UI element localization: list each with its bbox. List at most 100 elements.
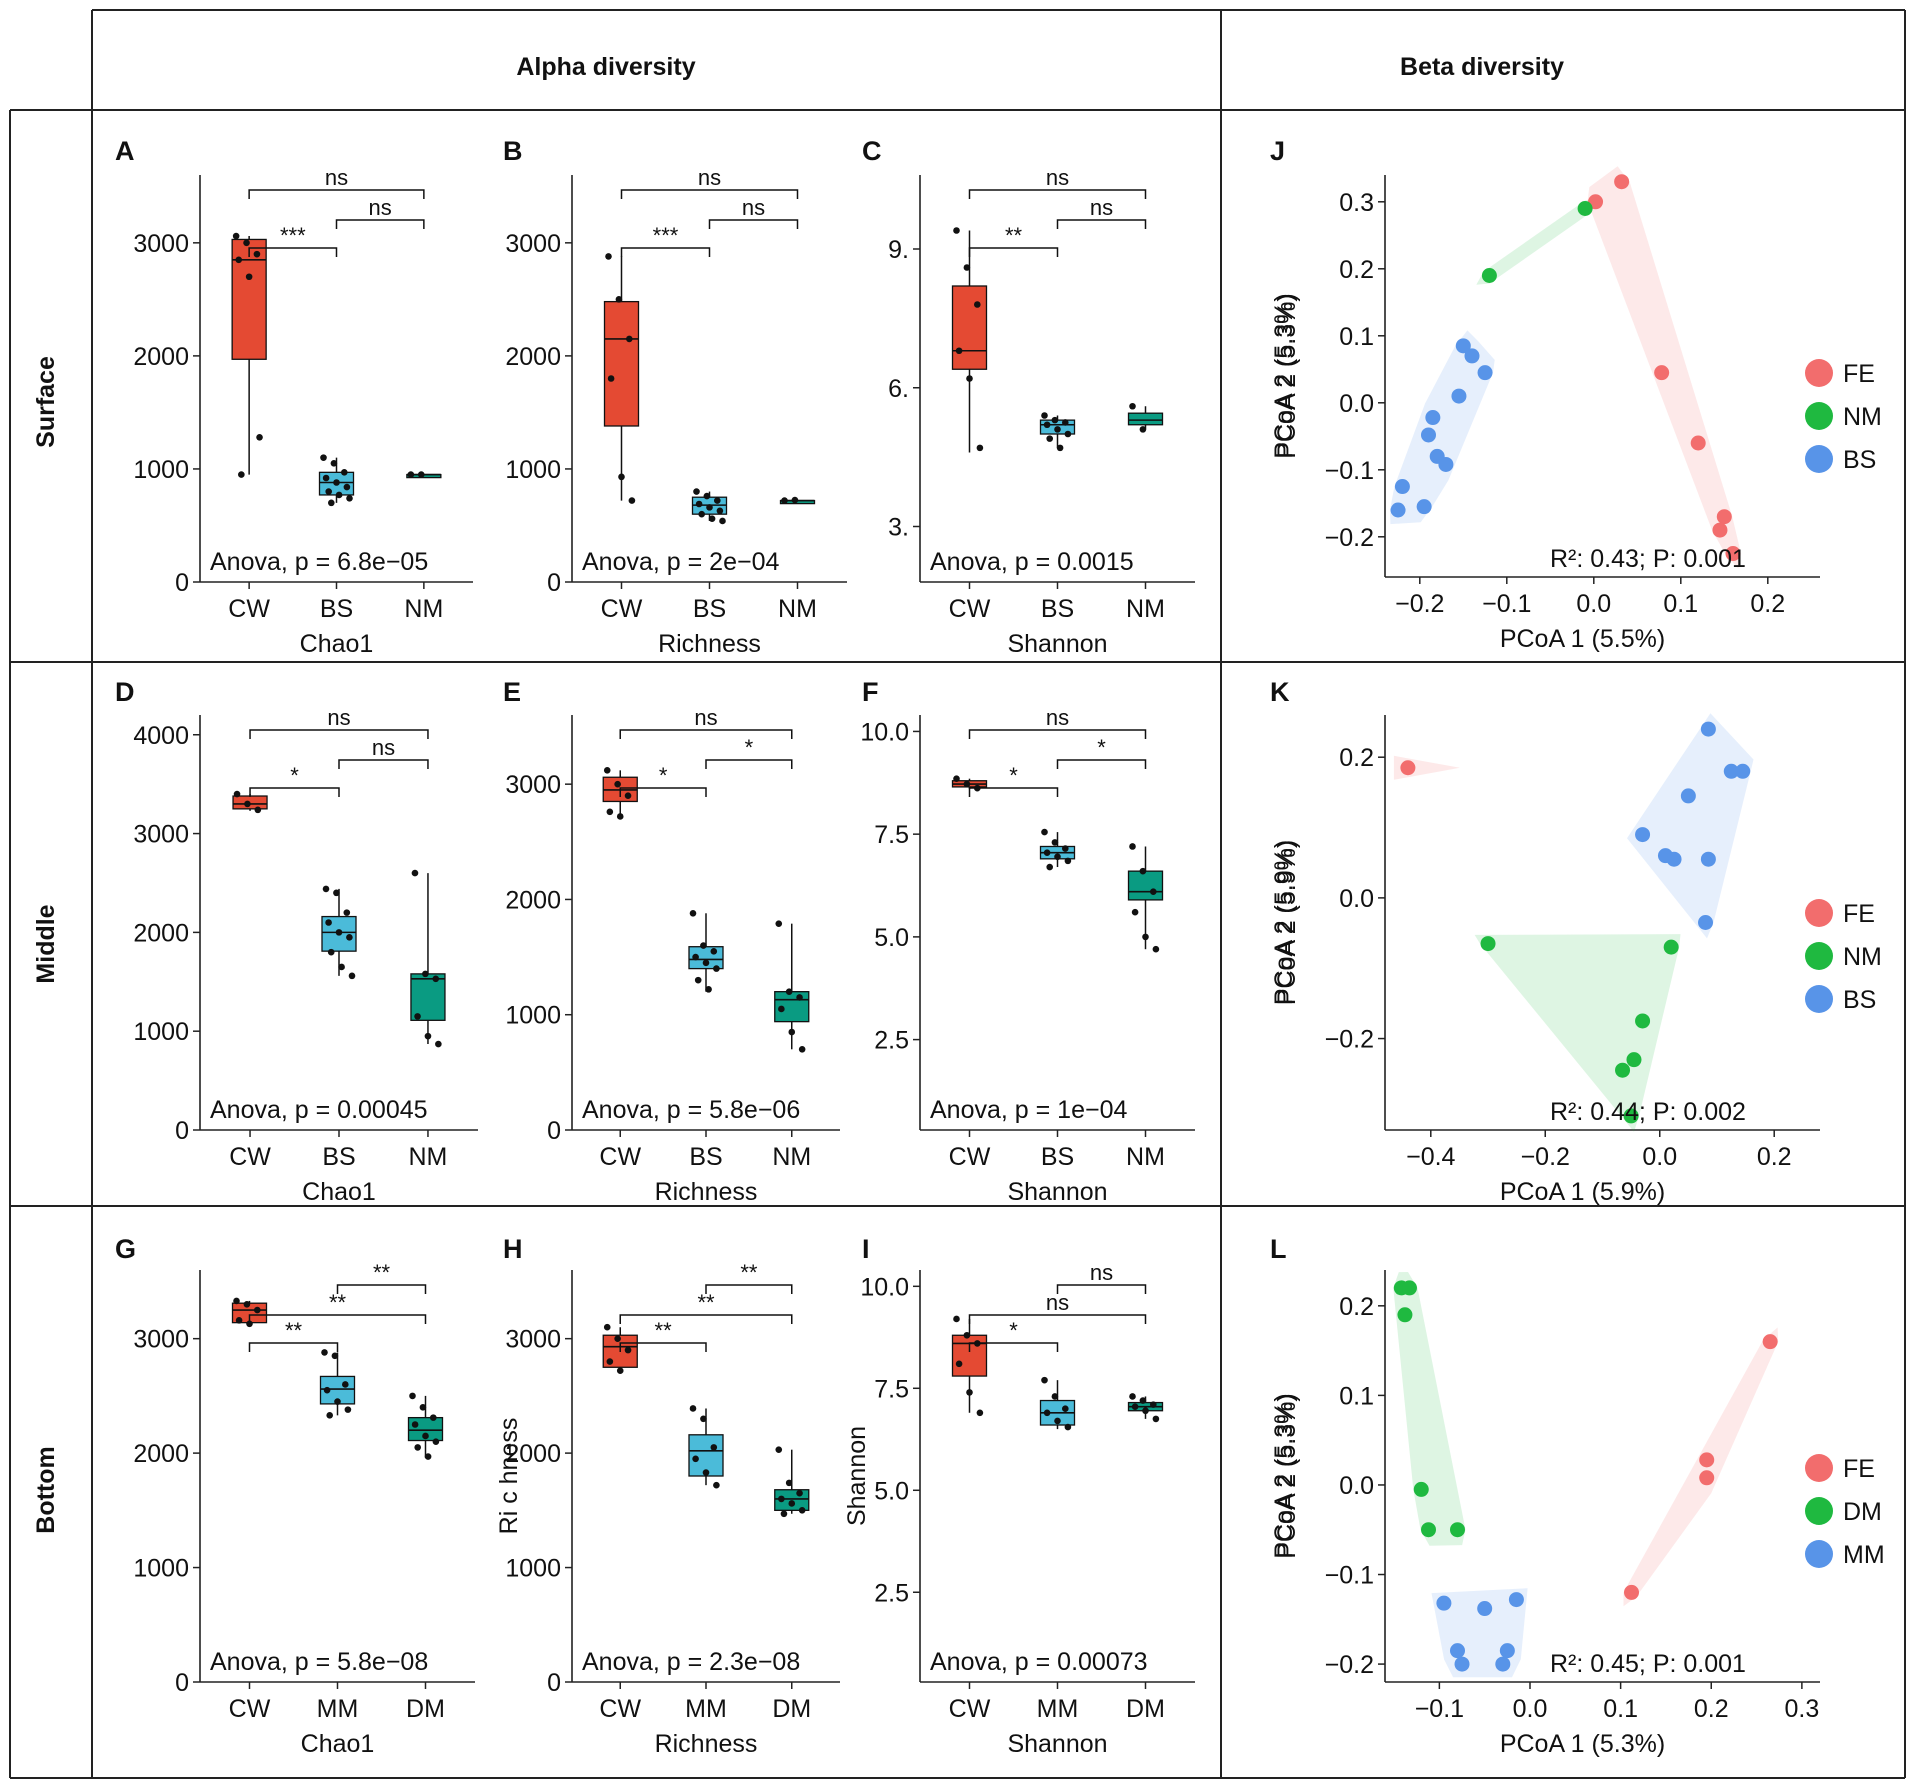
x-tick-label: NM [1126, 595, 1165, 623]
significance-bracket: *** [248, 223, 338, 257]
data-point [1131, 908, 1139, 916]
significance-bracket: ns [968, 165, 1147, 199]
data-point [432, 1438, 440, 1445]
x-tick-label: MM [685, 1695, 727, 1723]
data-point [698, 510, 705, 518]
significance-bracket: * [968, 1318, 1059, 1352]
legend-label: BS [1843, 446, 1876, 474]
x-tick-label: −0.1 [1482, 590, 1531, 618]
x-axis-title: Richness [655, 1178, 758, 1206]
data-point [603, 1323, 611, 1331]
anova-text: Anova, p = 2.3e−08 [582, 1648, 800, 1676]
legend-swatch-dm [1805, 1497, 1833, 1525]
panel-label: K [1270, 677, 1290, 707]
anova-text: Anova, p = 5.8e−08 [210, 1648, 428, 1676]
data-point [238, 471, 245, 478]
data-point [409, 1392, 416, 1400]
anova-text: Anova, p = 0.0015 [930, 548, 1134, 576]
y-axis-title: PCoA 2 (5.3%) [1270, 293, 1298, 458]
x-tick-label: −0.2 [1395, 590, 1444, 618]
bracket-label: * [1097, 735, 1106, 760]
panel-label: D [115, 677, 135, 707]
panels: A 0 1000 2000 3000 CW BS NM Chao1 Anova, p = 6.8e… [115, 136, 1885, 1758]
data-point [333, 479, 340, 486]
y-tick-label: 0 [547, 1669, 561, 1697]
legend-label: MM [1843, 1541, 1885, 1569]
bracket-line [1056, 1284, 1147, 1294]
y-tick-label: 0.1 [1339, 1382, 1374, 1410]
legend-swatch-fe [1805, 359, 1833, 387]
point-mm [1508, 1592, 1524, 1608]
y-tick-label: −0.1 [1325, 457, 1374, 485]
box-cw [951, 227, 988, 453]
x-tick-label: CW [949, 1143, 991, 1171]
data-point [788, 1028, 796, 1036]
point-nm [1663, 939, 1679, 955]
data-point [417, 471, 425, 478]
point-fe [1614, 174, 1630, 190]
panel-i: I 2.5 5.0 7.5 10.0 Shannon CW MM DM Shannon Anova,… [843, 1234, 1195, 1758]
y-tick-label: 1000 [505, 456, 561, 484]
data-point [692, 953, 699, 961]
bracket-line [619, 1342, 707, 1352]
box-bs [321, 885, 357, 980]
y-tick-label: 2.5 [874, 1579, 909, 1607]
point-bs [1680, 788, 1696, 804]
data-point [411, 869, 419, 877]
point-nm [1481, 268, 1497, 283]
data-point [689, 909, 697, 917]
significance-bracket: * [619, 763, 707, 797]
permanova-text: R²: 0.43; P: 0.001 [1550, 545, 1746, 573]
point-bs [1394, 479, 1410, 495]
significance-bracket: ns [248, 165, 425, 199]
data-point [1062, 419, 1069, 426]
point-bs [1723, 763, 1739, 779]
data-point [618, 473, 625, 481]
legend-swatch-fe [1805, 1454, 1833, 1482]
bracket-label: ** [329, 1290, 347, 1315]
data-point [710, 948, 718, 955]
data-point [232, 232, 240, 240]
x-tick-label: −0.2 [1521, 1143, 1570, 1171]
y-tick-label: −0.2 [1325, 1026, 1374, 1054]
data-point [1051, 416, 1059, 424]
panel-label: F [862, 677, 879, 707]
significance-bracket: ** [248, 1290, 427, 1324]
box-iqr [688, 1434, 724, 1477]
data-point [1062, 845, 1069, 852]
significance-bracket: ** [705, 1260, 793, 1294]
data-point [322, 474, 330, 482]
bracket-line [968, 247, 1059, 257]
significance-bracket: ** [968, 223, 1059, 257]
legend-label: DM [1843, 1498, 1882, 1526]
y-tick-label: 2000 [505, 1440, 561, 1468]
data-point [963, 1331, 971, 1339]
header-beta: Beta diversity [1400, 53, 1564, 81]
point-bs [1700, 721, 1716, 737]
y-tick-label: 0 [175, 1669, 189, 1697]
panel-l: L −0.2 −0.1 0.0 0.1 0.2 PCoA 2 (5.3%) −0.1 0.0 0.… [1270, 1234, 1885, 1758]
point-bs [1455, 338, 1471, 354]
significance-bracket: * [249, 763, 340, 797]
bracket-line [619, 787, 707, 797]
data-point [326, 1412, 334, 1419]
significance-bracket: ns [968, 705, 1147, 739]
y-tick-label: 3000 [133, 821, 189, 849]
data-point [323, 1386, 331, 1394]
data-point [1041, 1376, 1048, 1384]
data-point [244, 800, 251, 808]
data-point [253, 1306, 261, 1314]
y-tick-label: 0.2 [1339, 1293, 1374, 1321]
x-axis-title: Shannon [1007, 1178, 1107, 1206]
anova-text: Anova, p = 2e−04 [582, 548, 779, 576]
point-nm [1626, 1052, 1642, 1068]
y-tick-label: 2.5 [874, 1027, 909, 1055]
panel-label: B [503, 136, 523, 166]
bracket-label: ns [325, 165, 348, 190]
bracket-line [248, 247, 338, 257]
significance-bracket: ns [1056, 195, 1147, 229]
point-fe [1712, 522, 1728, 538]
bracket-line [248, 1314, 427, 1324]
box-nm [1127, 843, 1164, 953]
y-tick-label: 9. [888, 236, 909, 264]
